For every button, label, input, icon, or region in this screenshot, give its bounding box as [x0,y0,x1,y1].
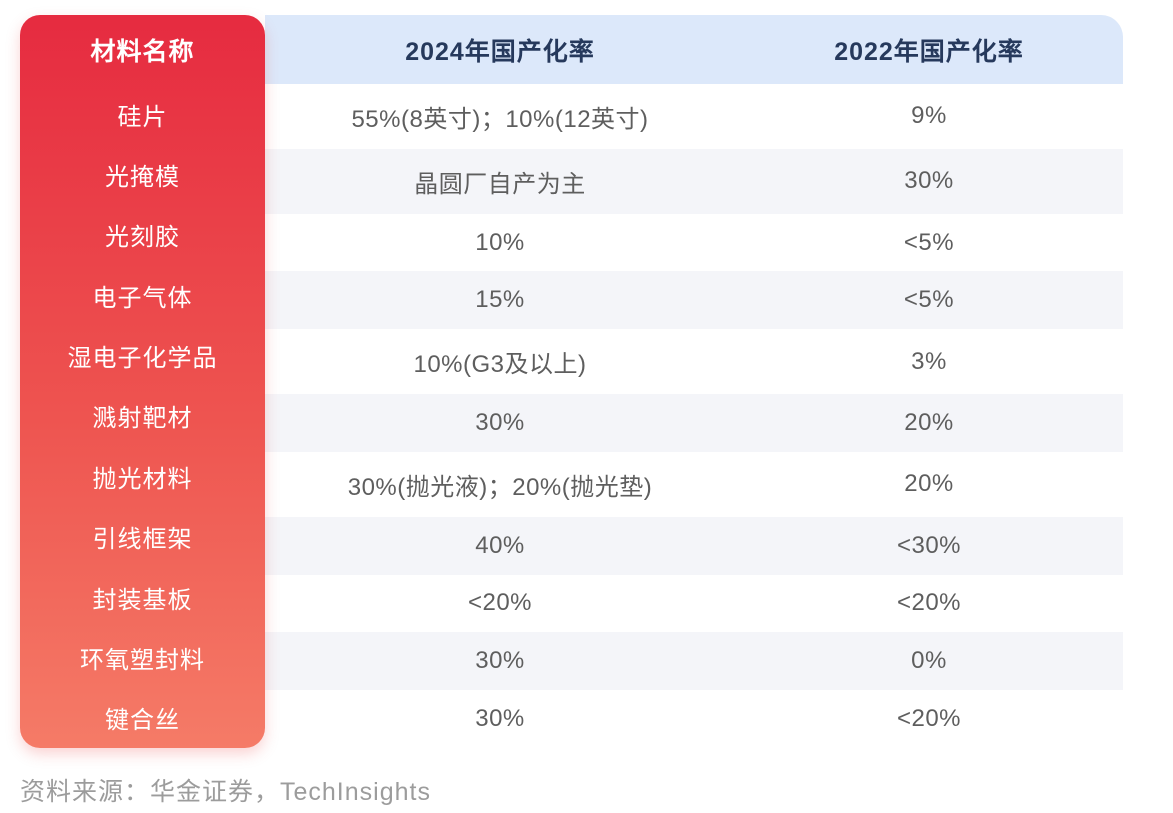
rate-2024-cell: 10% [475,228,525,256]
rate-2024-cell: 15% [475,286,525,314]
rate-2024-header: 2024年国产化率 [405,37,595,66]
materials-localization-table: 材料名称 硅片光掩模光刻胶电子气体湿电子化学品 溅射靶材抛光材料引线框架封装基板环… [20,15,1123,748]
material-name-cell: 封装基板 [92,586,193,614]
source-note: 资料来源：华金证券，TechInsights [20,778,431,806]
rate-2024-cell: 30% [475,647,525,675]
table-row: 30%(抛光液)；20%(抛光垫) 20% [265,451,1123,517]
rate-2024-cell: 30% [475,408,525,436]
material-name-cell: 溅射靶材 [92,405,193,433]
material-name-cell: 环氧塑封料 [80,646,205,674]
table-header-row: 2024年国产化率 2022年国产化率 [265,15,1123,84]
rate-2022-cell: <20% [896,589,962,617]
material-name-cell: 光刻胶 [105,224,180,252]
table-row: 晶圆厂自产为主 30% [265,148,1123,214]
table-row: <20% <20% [265,574,1123,633]
table-row: 15% <5% [265,271,1123,330]
table-row: 30% 20% [265,394,1123,452]
table-row: 10% <5% [265,213,1123,272]
rate-2022-cell: 9% [911,102,947,130]
rate-2024-cell: 晶圆厂自产为主 [414,170,586,198]
material-name-cell: 抛光材料 [92,465,193,493]
material-name-cell: 引线框架 [92,526,193,554]
material-name-column: 材料名称 硅片光掩模光刻胶电子气体湿电子化学品 溅射靶材抛光材料引线框架封装基板环… [20,15,265,748]
rate-2022-cell: 0% [911,647,947,675]
rate-2024-cell: <20% [467,589,533,617]
rate-2024-cell: 10%(G3及以上) [413,351,587,379]
rate-2022-cell: 3% [911,347,947,375]
table-row: 55%(8英寸)；10%(12英寸) 9% [265,84,1123,149]
rate-2024-cell: 30%(抛光液)；20%(抛光垫) [347,473,653,501]
table-row: 10%(G3及以上) 3% [265,329,1123,395]
rate-2022-cell: <5% [903,286,955,314]
table-row: 40% <30% [265,516,1123,575]
rate-2022-cell: <30% [896,531,962,559]
material-name-cell: 硅片 [117,103,168,131]
rate-2022-cell: 30% [904,167,954,195]
rate-2024-cell: 55%(8英寸)；10%(12英寸) [351,105,649,133]
rate-2022-cell: 20% [904,470,954,498]
rates-columns: 2024年国产化率 2022年国产化率 55%(8英寸)；10%(12英寸) 9%… [265,15,1123,748]
rate-2024-cell: 40% [475,531,525,559]
rate-2022-header: 2022年国产化率 [834,37,1024,66]
rate-2022-cell: <5% [903,228,955,256]
material-name-cell: 键合丝 [105,707,180,735]
rate-2024-cell: 30% [475,705,525,733]
material-name-cell: 电子气体 [92,284,193,312]
rate-2022-cell: 20% [904,408,954,436]
table-row: 30% <20% [265,690,1123,748]
material-name-cell: 湿电子化学品 [67,345,218,373]
table-row: 30% 0% [265,632,1123,691]
material-name-cell: 光掩模 [105,164,180,192]
material-name-header: 材料名称 [90,37,195,66]
rate-2022-cell: <20% [896,705,962,733]
